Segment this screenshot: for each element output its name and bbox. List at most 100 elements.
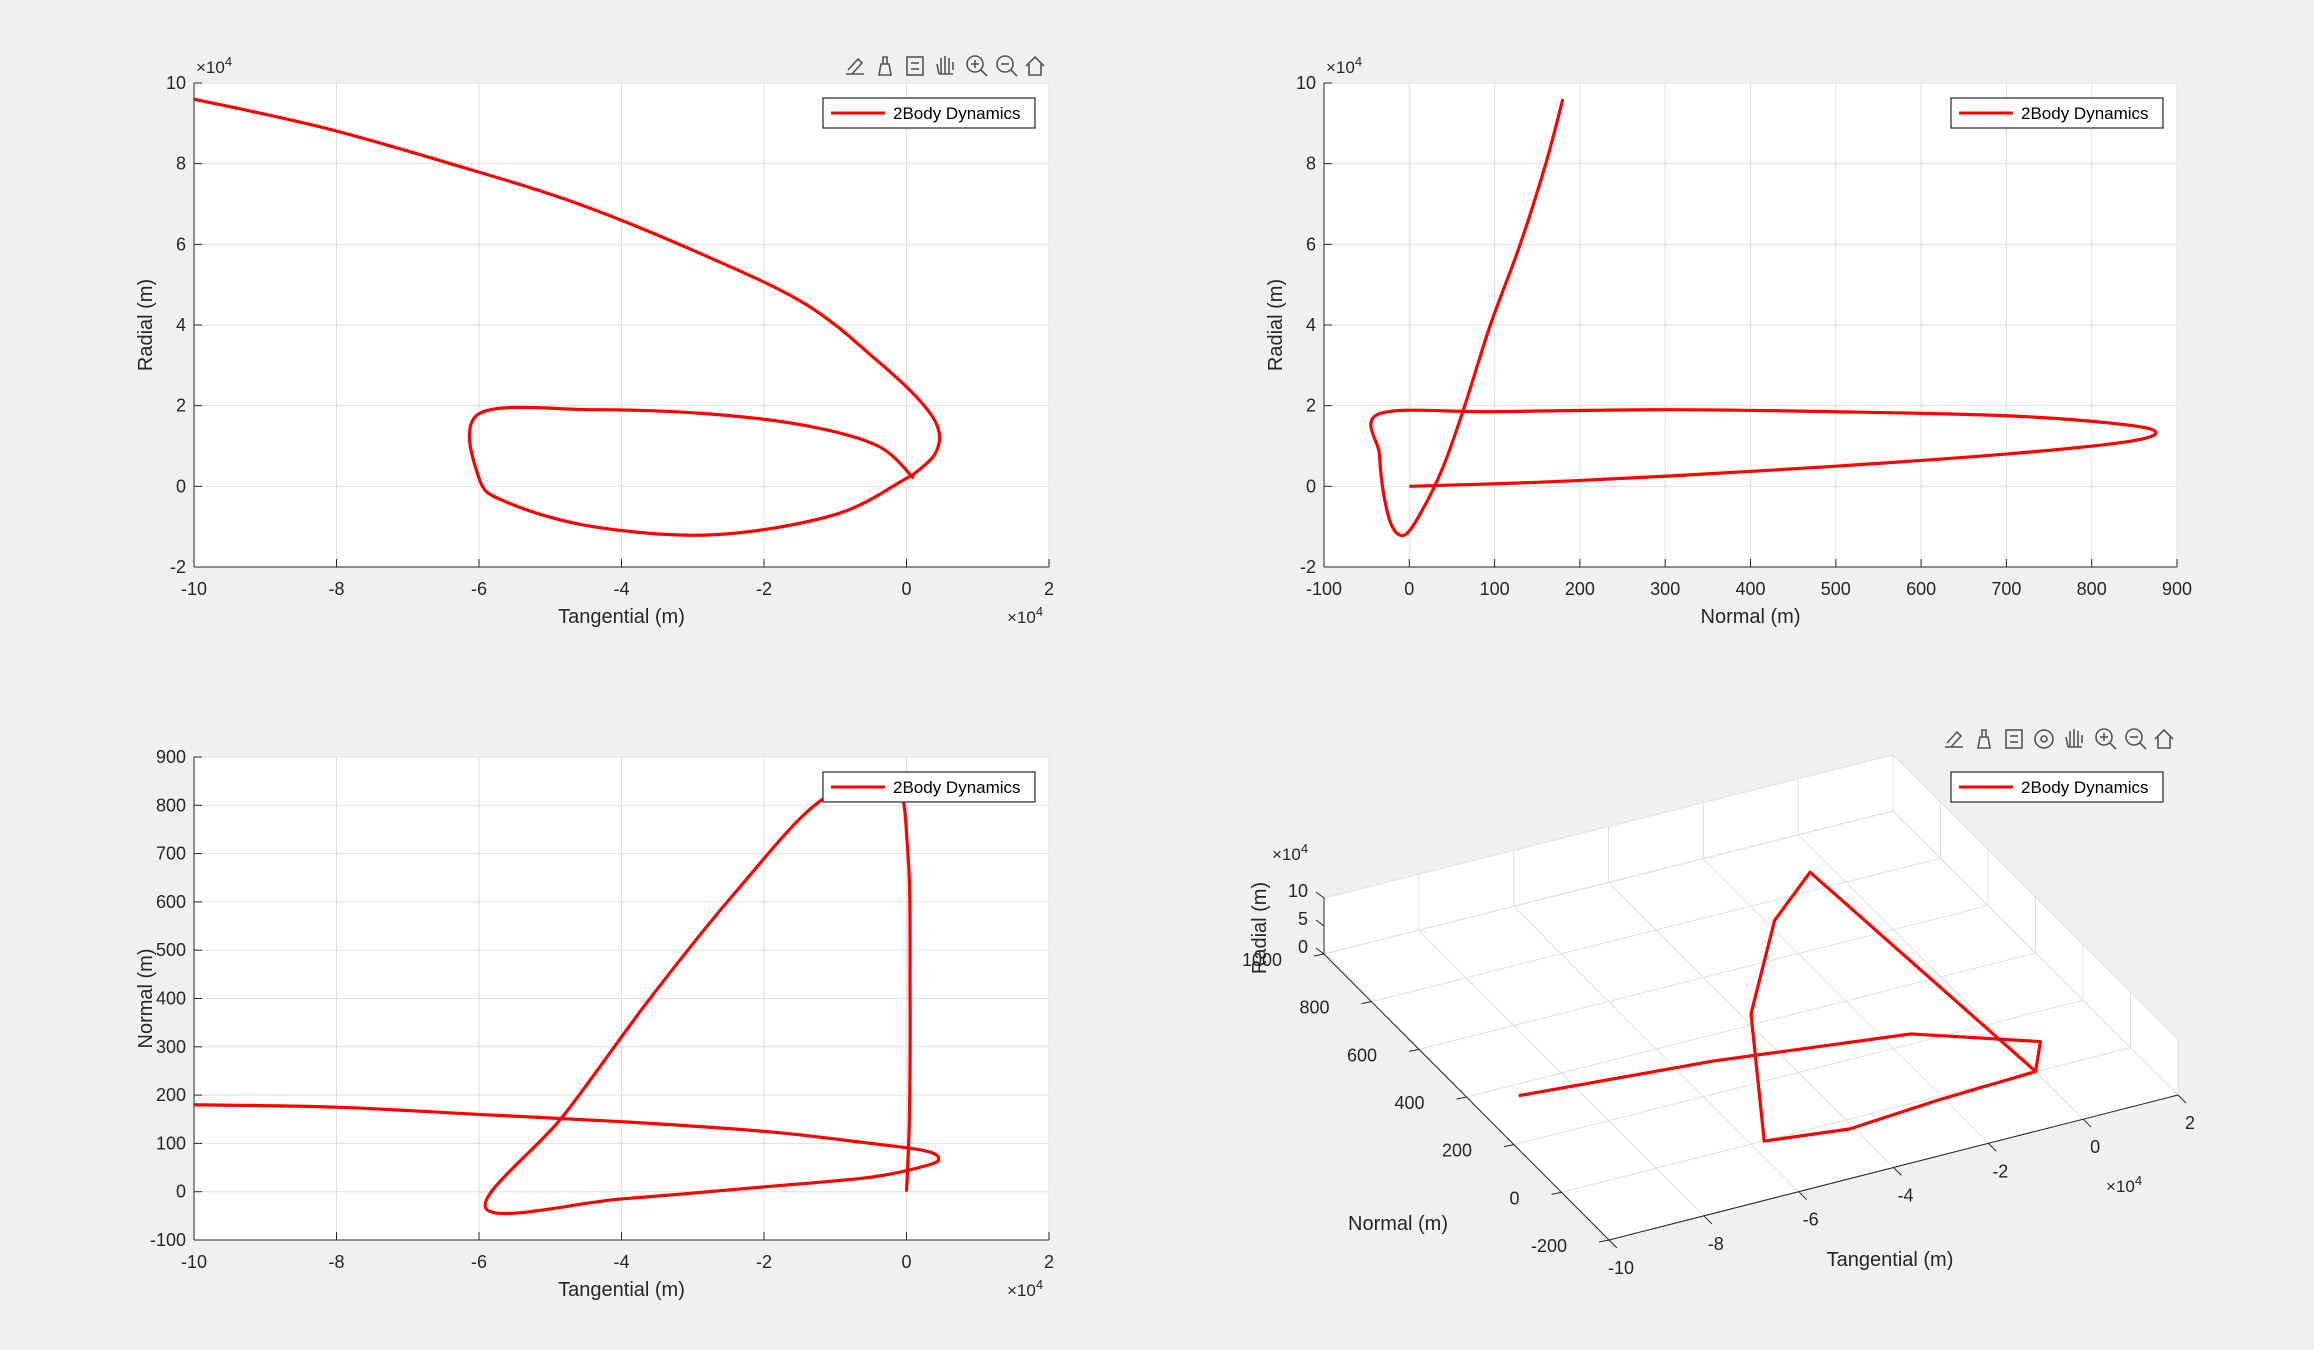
zoom-out-icon[interactable] (2125, 728, 2147, 750)
y-tick-label: 10 (166, 73, 186, 93)
y-tick-label: -100 (150, 1230, 186, 1250)
grid-line-y (1418, 905, 1989, 1050)
x-axis-label: Normal (m) (1701, 606, 1801, 628)
y-axis-label: Radial (m) (1265, 279, 1287, 371)
x-tick-label: -4 (613, 1252, 629, 1272)
y-tick-label: 600 (1347, 1045, 1377, 1065)
x-tick-label: 700 (1991, 579, 2021, 599)
x-tick-label: -6 (1803, 1210, 1819, 1230)
legend[interactable]: 2Body Dynamics (1950, 97, 2164, 129)
pan-icon[interactable] (2065, 729, 2083, 748)
y-exponent-label: ×104 (196, 54, 232, 77)
x-tick-label: -8 (328, 579, 344, 599)
y-tick-label: 300 (156, 1037, 186, 1057)
y-tick-mark (1503, 1144, 1515, 1148)
x-tick-label: -8 (328, 1252, 344, 1272)
x-tick-label: -6 (471, 1252, 487, 1272)
pan-icon[interactable] (936, 56, 954, 75)
y-tick-label: 10 (1296, 73, 1316, 93)
series-line[interactable] (193, 776, 941, 1216)
axes-toolbar[interactable] (1945, 728, 2174, 750)
y-tick-label: 800 (1299, 998, 1329, 1018)
x-tick-label: 2 (2185, 1113, 2195, 1133)
zoom-in-icon[interactable] (966, 55, 988, 77)
x-tick-label: -10 (1608, 1258, 1634, 1278)
series-line[interactable] (1369, 98, 2158, 538)
y-tick-label: 600 (156, 892, 186, 912)
y-tick-label: 0 (176, 1182, 186, 1202)
y-tick-label: 8 (1306, 154, 1316, 174)
y-tick-label: 6 (176, 234, 186, 254)
brush-icon[interactable] (1945, 730, 1963, 748)
z-tick-label: 0 (1298, 937, 1308, 957)
y-axis-label: Radial (m) (135, 279, 157, 371)
data-tip-icon[interactable] (1977, 729, 1991, 749)
series-line[interactable] (193, 97, 942, 537)
x-tick-label: -10 (181, 1252, 207, 1272)
y-tick-label: -200 (1531, 1236, 1567, 1256)
legend[interactable]: 2Body Dynamics (822, 771, 1036, 803)
x-tick-label: -100 (1306, 579, 1342, 599)
legend-label: 2Body Dynamics (893, 104, 1021, 123)
z-tick-mark (1315, 947, 1325, 955)
series-line[interactable] (1518, 870, 2042, 1143)
x-tick-label: 0 (1404, 579, 1414, 599)
y-tick-mark (1408, 1048, 1420, 1052)
y-tick-label: 200 (156, 1085, 186, 1105)
y-tick-label: 100 (156, 1133, 186, 1153)
y-tick-label: 2 (176, 396, 186, 416)
x-tick-label: 0 (901, 1252, 911, 1272)
x-tick-mark (1798, 1191, 1808, 1201)
y-tick-mark (1551, 1191, 1562, 1195)
grid-line-y (1513, 999, 2084, 1146)
x-exponent-label: ×104 (2106, 1173, 2142, 1196)
zoom-out-icon[interactable] (996, 55, 1018, 77)
grid-line-y (1323, 810, 1894, 955)
legend-icon[interactable] (2005, 729, 2023, 749)
y-tick-label: 800 (156, 795, 186, 815)
y-tick-mark (1361, 1001, 1372, 1005)
home-icon[interactable] (2154, 728, 2174, 749)
y-tick-label: 0 (176, 476, 186, 496)
z-tick-mark (1315, 891, 1325, 899)
axes-2: -100 0 100 200 300 400 500 600 700 800 900 -2 0 2 4 6 8 1… (1265, 54, 2192, 628)
axes-toolbar[interactable] (846, 55, 1045, 77)
x-tick-label: 2 (1044, 1252, 1054, 1272)
legend[interactable]: 2Body Dynamics (822, 97, 1036, 129)
x-tick-mark (1703, 1215, 1713, 1225)
legend[interactable]: 2Body Dynamics (1950, 771, 2164, 803)
x-tick-label: 800 (2077, 579, 2107, 599)
x-axis-label: Tangential (m) (558, 1279, 685, 1301)
y-tick-label: 500 (156, 940, 186, 960)
legend-label: 2Body Dynamics (893, 778, 1021, 797)
z-tick-label: 5 (1298, 909, 1308, 929)
home-icon[interactable] (1025, 55, 1045, 76)
z-tick-mark (1315, 919, 1325, 927)
brush-icon[interactable] (846, 57, 864, 75)
x-tick-label: 200 (1565, 579, 1595, 599)
y-tick-label: 1000 (1242, 950, 1282, 970)
y-tick-label: 200 (1442, 1141, 1472, 1161)
x-tick-label: 2 (1044, 579, 1054, 599)
y-tick-label: 700 (156, 844, 186, 864)
y-tick-mark (1313, 953, 1325, 957)
x-tick-label: 100 (1480, 579, 1510, 599)
zoom-in-icon[interactable] (2095, 728, 2117, 750)
legend-icon[interactable] (906, 56, 924, 76)
x-tick-label: 0 (901, 579, 911, 599)
y-tick-label: -2 (1300, 557, 1316, 577)
y-axis-label: Normal (m) (1348, 1213, 1448, 1235)
y-tick-label: 0 (1306, 476, 1316, 496)
x-tick-mark (1608, 1239, 1618, 1249)
x-tick-label: -2 (756, 1252, 772, 1272)
rotate-icon[interactable] (2034, 729, 2054, 749)
data-tip-icon[interactable] (878, 56, 892, 76)
x-exponent-label: ×104 (1007, 1277, 1043, 1300)
x-tick-label: -4 (1897, 1186, 1913, 1206)
x-tick-label: -10 (181, 579, 207, 599)
y-tick-label: 2 (1306, 396, 1316, 416)
y-tick-label: 900 (156, 747, 186, 767)
legend-label: 2Body Dynamics (2021, 104, 2149, 123)
x-tick-label: 900 (2162, 579, 2192, 599)
x-tick-label: -2 (756, 579, 772, 599)
